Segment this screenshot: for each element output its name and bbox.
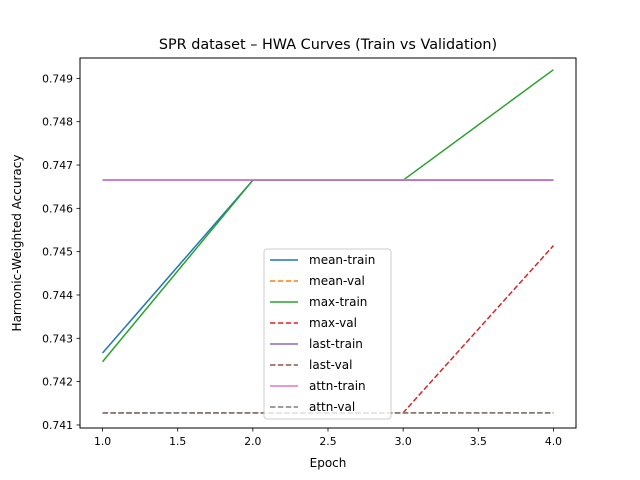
- legend-label: attn-val: [309, 400, 355, 414]
- chart-title: SPR dataset – HWA Curves (Train vs Valid…: [159, 37, 497, 53]
- x-tick-label: 1.0: [94, 435, 111, 448]
- y-tick-label: 0.744: [42, 289, 73, 302]
- legend-label: last-val: [309, 358, 352, 372]
- legend-label: attn-train: [309, 379, 366, 393]
- y-tick-label: 0.743: [42, 332, 73, 345]
- y-tick-label: 0.741: [42, 419, 73, 432]
- legend-label: mean-val: [309, 274, 365, 288]
- x-tick-label: 2.5: [319, 435, 336, 448]
- x-axis-label: Epoch: [310, 456, 347, 470]
- y-tick-label: 0.742: [42, 376, 73, 389]
- y-tick-label: 0.745: [42, 246, 73, 259]
- y-tick-label: 0.747: [42, 159, 73, 172]
- legend-label: max-train: [309, 295, 367, 309]
- y-tick-label: 0.746: [42, 202, 73, 215]
- y-axis-label: Harmonic-Weighted Accuracy: [10, 155, 24, 332]
- x-axis-ticks: 1.0 1.5 2.0 2.5 3.0 3.5 4.0: [94, 428, 562, 448]
- y-tick-label: 0.748: [42, 116, 73, 129]
- x-tick-label: 3.5: [470, 435, 487, 448]
- legend-label: mean-train: [309, 253, 375, 267]
- x-tick-label: 4.0: [545, 435, 562, 448]
- legend-label: last-train: [309, 337, 363, 351]
- x-tick-label: 1.5: [169, 435, 186, 448]
- legend: mean-train mean-val max-train max-val last-t…: [263, 248, 392, 420]
- x-tick-label: 2.0: [244, 435, 261, 448]
- y-tick-label: 0.749: [42, 72, 73, 85]
- legend-box: [263, 248, 392, 420]
- x-tick-label: 3.0: [395, 435, 412, 448]
- legend-label: max-val: [309, 316, 357, 330]
- y-axis-ticks: 0.741 0.742 0.743 0.744 0.745 0.746 0.747 0.748…: [42, 72, 80, 432]
